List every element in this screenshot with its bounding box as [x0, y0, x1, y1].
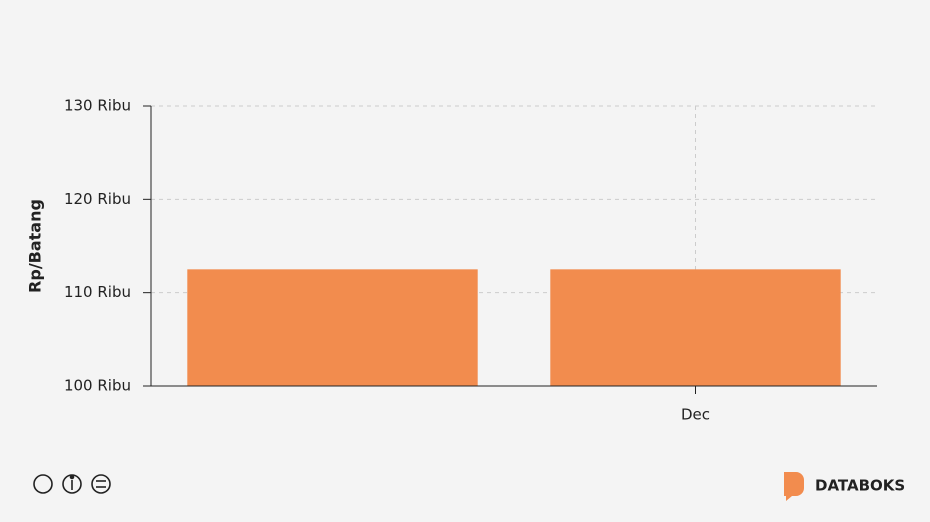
x-tick-label: Dec: [681, 406, 710, 424]
y-tick-label: 100 Ribu: [64, 377, 131, 395]
y-tick-label: 130 Ribu: [64, 97, 131, 115]
bar: [550, 269, 841, 386]
brand: DATABOKS: [815, 477, 905, 495]
y-axis-label: Rp/Batang: [26, 199, 45, 293]
y-tick-label: 110 Ribu: [64, 283, 131, 301]
bar: [187, 269, 478, 386]
brand-logo: [784, 472, 804, 501]
cc-icons: [33, 474, 111, 494]
y-tick-label: 120 Ribu: [64, 190, 131, 208]
